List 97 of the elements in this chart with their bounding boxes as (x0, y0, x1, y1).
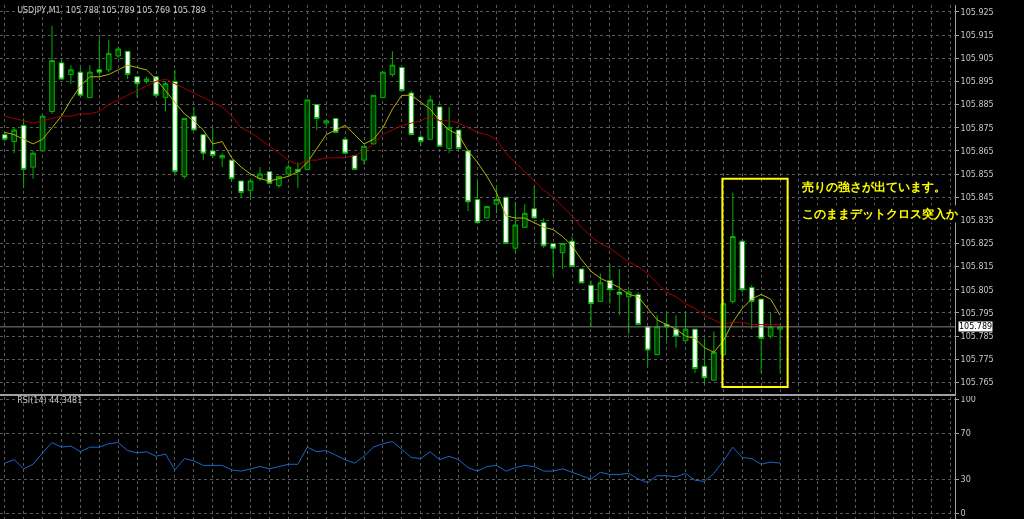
y-tick-label: 105.795 (960, 308, 994, 318)
y-tick-label: 30 (960, 474, 971, 484)
candlestick (588, 280, 594, 328)
candlestick (295, 161, 301, 189)
candlestick (767, 312, 774, 339)
candlestick (503, 196, 509, 244)
candlestick (304, 99, 311, 170)
candlestick (361, 145, 367, 166)
candlestick (758, 298, 764, 374)
y-tick-label: 105.765 (960, 378, 994, 388)
candlestick (455, 129, 462, 150)
candlestick (399, 67, 405, 92)
y-tick-label: 105.925 (960, 7, 994, 17)
candlestick (493, 187, 500, 214)
candlestick (115, 46, 122, 59)
ref-line-label: 105.789 (959, 322, 993, 331)
candlestick (124, 50, 131, 80)
candlestick (172, 69, 178, 175)
candlestick (427, 94, 434, 140)
candlestick (39, 115, 46, 152)
y-tick-label: 105.825 (960, 239, 994, 249)
candlestick (238, 180, 244, 198)
candlestick (711, 330, 717, 381)
candlestick (748, 284, 755, 330)
candlestick (729, 192, 736, 305)
candlestick (739, 238, 746, 293)
candlestick (644, 326, 651, 367)
candlestick (389, 50, 396, 78)
candlestick (228, 159, 235, 182)
candlestick (673, 314, 679, 349)
candlestick (701, 337, 708, 386)
y-tick-label: 105.785 (960, 331, 994, 341)
y-tick-label: 0 (960, 509, 966, 519)
y-tick-label: 105.775 (960, 355, 994, 365)
candlestick (209, 127, 216, 159)
y-tick-label: 105.845 (960, 192, 994, 202)
candlestick (531, 185, 538, 219)
candlestick (446, 106, 452, 154)
candlestick (87, 64, 93, 99)
text: 売りの強さが出ています。 (802, 180, 946, 194)
candlestick (200, 134, 207, 161)
candlestick (635, 291, 642, 326)
y-tick-label: 105.885 (960, 100, 994, 110)
candlestick (465, 150, 471, 212)
candlestick (436, 106, 443, 147)
candlestick (313, 104, 320, 131)
y-tick-label: 105.835 (960, 216, 994, 226)
y-tick-label: 105.915 (960, 30, 994, 40)
candlestick (777, 326, 783, 374)
candlestick (219, 152, 226, 168)
candlestick (597, 273, 604, 302)
y-tick-label: 105.815 (960, 262, 994, 272)
candlestick (68, 64, 74, 85)
y-tick-label: 105.805 (960, 285, 994, 295)
y-tick-label: 105.855 (960, 169, 994, 179)
candlestick (692, 328, 698, 374)
candlestick (540, 217, 547, 249)
candlestick (484, 205, 490, 219)
candlestick (96, 36, 103, 78)
candlestick (342, 136, 348, 154)
candlestick (380, 71, 386, 99)
candlestick (512, 201, 519, 254)
text: このままデットクロス突入か (802, 207, 959, 221)
y-tick-label: 105.905 (960, 54, 994, 64)
chart-title: RSI(14) 44.3481 (17, 396, 83, 406)
candlestick (11, 127, 17, 154)
y-tick-label: 105.895 (960, 77, 994, 87)
y-tick-label: 105.865 (960, 146, 994, 156)
candlestick (143, 76, 150, 85)
y-tick-label: 70 (960, 429, 971, 439)
candlestick (323, 120, 330, 126)
y-tick-label: 105.875 (960, 123, 994, 133)
candlestick (191, 106, 197, 131)
candlestick (105, 39, 112, 73)
candlestick (351, 155, 358, 170)
candlestick (550, 242, 556, 277)
chart-title: USDJPY,M1 105.788 105.789 105.769 105.789 (17, 5, 206, 15)
candlestick (30, 150, 36, 180)
candlestick (578, 268, 585, 284)
candlestick (417, 134, 424, 147)
candlestick (559, 242, 566, 270)
candlestick (474, 180, 481, 224)
candlestick (408, 90, 415, 136)
candlestick (285, 164, 292, 177)
candlestick (20, 117, 27, 189)
candlestick (616, 268, 623, 316)
candlestick (1, 131, 8, 143)
candlestick (569, 236, 575, 268)
candlestick (247, 178, 254, 200)
line-series (4, 440, 781, 484)
candlestick (58, 60, 65, 80)
candlestick (134, 76, 140, 99)
y-tick-label: 100 (960, 395, 976, 405)
candlestick (49, 25, 55, 115)
candlestick (654, 314, 660, 356)
candlestick (77, 67, 84, 99)
candlestick (181, 117, 188, 180)
